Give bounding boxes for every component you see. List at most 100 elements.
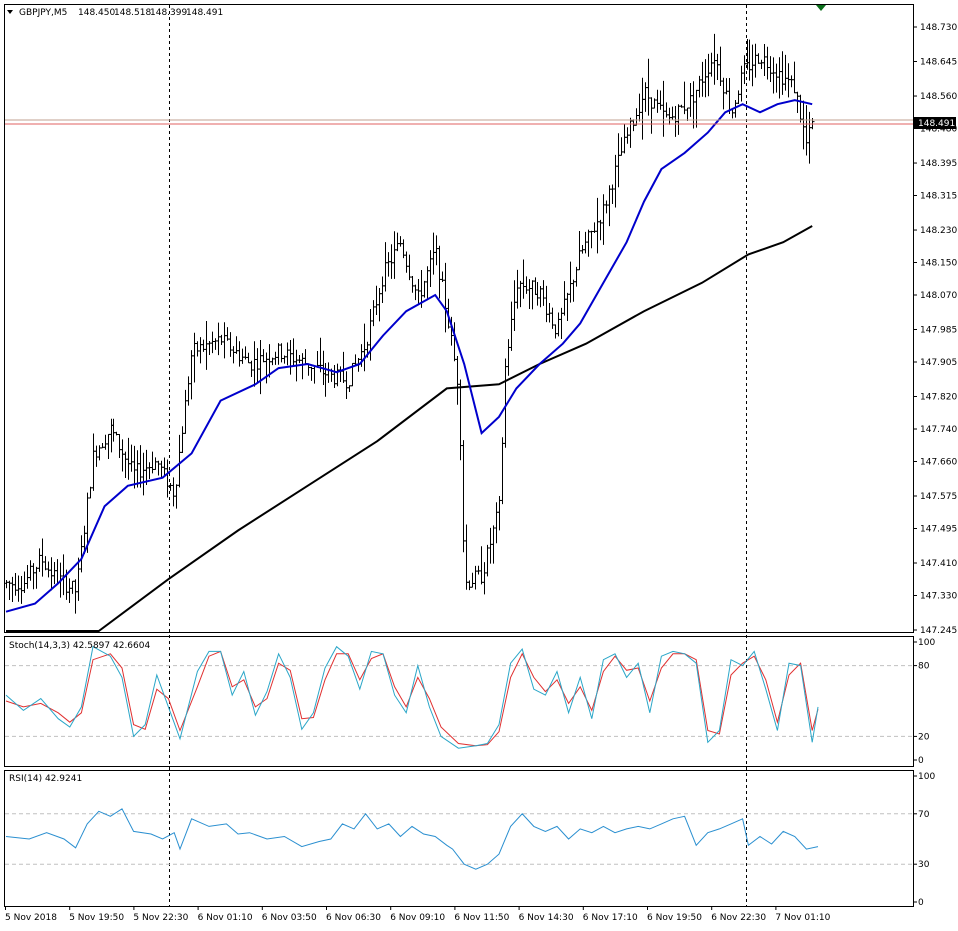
price-bar [646,58,651,116]
price-bar [461,440,466,553]
time-tick-label: 6 Nov 09:10 [390,913,445,923]
price-bar [694,89,699,128]
stoch-header: Stoch(14,3,3) 42.5897 42.6604 [9,641,150,651]
trade-arrow-icon [816,5,826,11]
price-bar [688,82,693,117]
price-bar [470,572,475,588]
price-tick-label: 147.740 [920,425,957,435]
price-bar [515,269,520,309]
price-bar [183,389,188,434]
price-bar [261,349,266,363]
price-bar [416,278,421,305]
price-bar [718,46,723,86]
price-bar [533,277,538,295]
price-bar [712,33,717,85]
price-bar [637,93,642,122]
price-bar [410,275,415,293]
price-bar [88,486,93,499]
price-bar [643,82,648,112]
price-bar [174,484,179,509]
price-bar [494,502,499,544]
price-bar [291,338,296,367]
price-bar [682,81,687,115]
price-bar [297,354,302,364]
price-bar [276,343,281,365]
price-bar [300,353,305,380]
price-bar [288,340,293,375]
dropdown-triangle-icon[interactable] [7,10,13,14]
price-bar [180,426,185,453]
chart-symbol: GBPJPY,M5 [19,8,67,18]
price-bar [589,230,594,249]
price-bar [19,575,24,604]
price-bar [541,280,546,306]
price-bar [228,332,233,357]
price-bar [428,250,433,287]
price-bar [565,292,570,321]
price-tick-label: 148.315 [920,192,957,202]
price-bar [753,43,758,78]
price-bar [756,53,761,64]
rsi-line [5,808,819,870]
price-bar [231,346,236,364]
main-panel-frame [4,4,914,633]
price-bar [571,279,576,302]
price-bar [153,457,158,470]
price-bar [240,348,245,364]
price-bar [736,90,741,105]
price-tick-label: 147.330 [920,591,957,601]
price-bar [691,81,696,129]
price-bar [586,229,591,257]
current-price-label: 148.491 [918,119,955,129]
oscillator-lines [5,645,819,870]
price-bar [506,339,511,376]
time-tick-label: 6 Nov 03:50 [262,913,317,923]
price-bar [49,557,54,591]
time-tick-label: 6 Nov 06:30 [326,913,381,923]
price-bar [386,252,391,277]
moving-averages [5,99,813,632]
price-bar [739,65,744,102]
price-bar [25,565,30,589]
price-bar [192,332,197,383]
price-bar [437,245,442,299]
ma-slow-line [6,225,813,632]
price-bar [497,496,502,531]
rsi-tick-label: 30 [918,860,930,870]
price-bar [655,89,660,113]
price-bar [111,418,116,442]
price-bar [237,341,242,367]
price-bar [562,281,567,316]
price-bar [509,301,514,351]
price-tick-label: 148.070 [920,291,957,301]
price-tick-label: 147.985 [920,326,957,336]
price-bar [91,433,96,491]
price-bar [201,339,206,352]
price-bar [715,53,720,81]
price-bar [759,59,764,69]
price-bar [670,106,675,120]
price-bar [103,434,108,450]
price-bar [792,61,797,94]
price-bar [768,56,773,82]
price-bar [500,437,505,505]
current-price-badge [914,117,956,129]
price-bar [374,285,379,316]
price-bar [338,366,343,383]
price-bar [530,280,535,310]
price-bar [37,548,42,572]
price-bar [473,565,478,590]
price-bar [607,185,612,227]
price-bar [213,338,218,350]
ma-fast-line [5,99,813,613]
time-tick-label: 6 Nov 22:30 [711,913,766,923]
price-bar [123,451,128,478]
price-bar [801,100,806,150]
price-bar [383,242,388,292]
price-bar [303,349,308,365]
time-tick-label: 6 Nov 19:50 [647,913,702,923]
price-bar [204,321,209,370]
rsi-tick-label: 70 [918,810,930,820]
price-bar [786,63,791,98]
price-bar [431,232,436,275]
